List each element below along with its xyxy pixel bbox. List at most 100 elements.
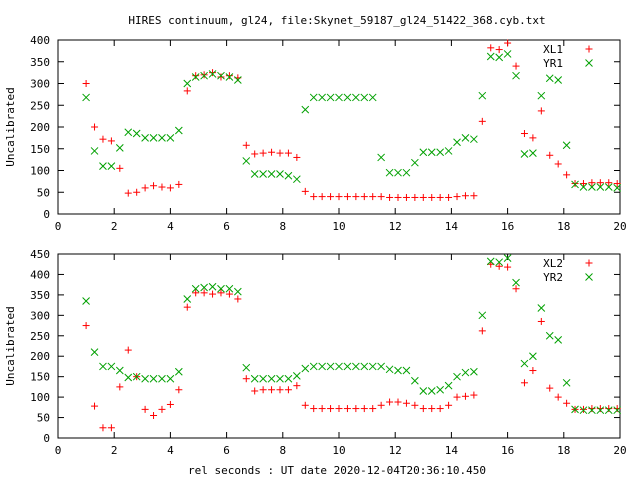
data-point-YR2-d2 — [385, 365, 394, 374]
data-point-YR2-d2 — [276, 374, 284, 383]
data-point-YR2 — [259, 374, 267, 383]
data-point-YR2-d2 — [292, 371, 301, 380]
data-point-XL2 — [284, 386, 292, 394]
data-point-XL2 — [343, 405, 351, 413]
data-point-YR1-d2 — [343, 93, 352, 102]
data-point-YR1 — [444, 147, 453, 155]
data-point-XL1 — [554, 160, 562, 168]
data-point-YR2 — [149, 374, 158, 383]
data-point-YR2-d2 — [233, 287, 242, 296]
data-point-XL2 — [563, 399, 571, 407]
data-point-YR1 — [318, 93, 326, 102]
data-point-XL2 — [82, 322, 90, 330]
data-point-YR1-d2 — [217, 71, 225, 80]
data-point-XL1 — [318, 193, 326, 201]
data-point-XL1 — [588, 179, 596, 187]
data-point-XL1 — [133, 188, 141, 196]
data-point-XL1 — [284, 149, 292, 157]
data-point-YR1 — [124, 128, 133, 137]
x-tick-label: 8 — [279, 444, 286, 457]
data-point-YR2 — [588, 406, 596, 415]
data-point-YR1 — [545, 74, 554, 83]
data-point-YR1 — [537, 91, 546, 100]
data-point-YR1 — [326, 93, 335, 102]
data-point-YR1-d2 — [512, 71, 520, 80]
data-point-YR1-d2 — [115, 144, 124, 152]
y-tick-label: 200 — [30, 121, 50, 134]
x-tick-label: 14 — [445, 220, 459, 233]
data-point-YR1-d2 — [208, 70, 217, 78]
data-point-YR1 — [588, 183, 596, 191]
data-point-XL1 — [571, 180, 579, 188]
data-point-YR2-d2 — [512, 278, 520, 287]
data-point-YR2 — [107, 362, 116, 371]
data-point-YR1-d2 — [132, 129, 141, 138]
data-point-YR1-d2 — [90, 147, 99, 155]
data-point-YR1 — [183, 79, 192, 88]
data-point-XL2 — [478, 327, 486, 335]
data-point-YR2 — [503, 254, 512, 262]
data-point-XL1 — [613, 180, 621, 188]
data-point-YR1 — [478, 91, 487, 100]
data-point-YR1 — [132, 129, 141, 138]
data-point-YR2-d2 — [579, 406, 588, 415]
x-tick-label: 8 — [279, 220, 286, 233]
data-point-YR1-d2 — [419, 148, 428, 157]
series-XL2 — [82, 260, 621, 432]
data-point-YR2 — [242, 363, 251, 372]
data-point-YR1-d2 — [596, 183, 605, 191]
y-tick-label: 450 — [30, 248, 50, 261]
data-point-YR2 — [284, 374, 293, 383]
data-point-YR2 — [537, 304, 546, 312]
data-point-YR1-d2 — [470, 135, 478, 144]
data-point-YR2-d2 — [132, 372, 141, 381]
data-point-YR2-d2 — [495, 258, 504, 267]
data-point-YR2 — [613, 406, 622, 415]
data-point-XL2 — [175, 386, 183, 394]
data-point-YR2-d2 — [529, 352, 537, 361]
data-point-YR1 — [352, 93, 360, 102]
data-point-XL2 — [217, 289, 225, 297]
data-point-XL2 — [377, 401, 385, 409]
data-point-YR2-d2 — [318, 362, 326, 371]
data-point-YR2-d2 — [217, 284, 225, 293]
data-point-YR2-d2 — [158, 374, 166, 383]
data-point-YR2 — [604, 406, 613, 415]
data-point-YR2-d2 — [377, 362, 386, 371]
data-point-YR2 — [191, 284, 200, 293]
data-point-XL2 — [251, 387, 259, 395]
y-axis-label: Uncalibrated — [4, 87, 17, 166]
data-point-XL2 — [579, 405, 587, 413]
data-point-YR2 — [335, 362, 343, 371]
data-point-XL2 — [554, 393, 562, 401]
data-point-YR2-d2 — [82, 297, 90, 305]
data-point-XL1 — [470, 192, 478, 200]
data-point-XL1 — [183, 87, 191, 95]
data-point-XL2 — [419, 405, 427, 413]
data-point-XL1 — [478, 117, 486, 125]
data-point-YR2 — [343, 362, 352, 371]
y-tick-label: 250 — [30, 99, 50, 112]
data-point-YR2-d2 — [436, 385, 445, 394]
data-point-YR2-d2 — [520, 359, 529, 368]
data-point-YR2-d2 — [402, 366, 411, 375]
data-point-YR2-d2 — [554, 336, 563, 344]
data-point-XL1 — [217, 73, 225, 81]
data-point-XL2 — [453, 393, 461, 401]
data-point-YR1-d2 — [478, 91, 487, 100]
data-point-YR2 — [427, 387, 436, 395]
y-tick-label: 150 — [30, 143, 50, 156]
y-tick-label: 250 — [30, 330, 50, 343]
data-point-YR2 — [301, 364, 310, 373]
data-point-XL1 — [310, 193, 318, 201]
data-point-YR1 — [554, 76, 563, 84]
data-point-XL1 — [394, 193, 402, 201]
data-point-YR2-d2 — [141, 374, 149, 383]
y-tick-label: 0 — [43, 208, 50, 221]
data-point-XL2 — [192, 289, 200, 297]
data-point-XL1 — [529, 134, 537, 142]
data-point-YR1 — [115, 144, 124, 152]
x-tick-label: 2 — [111, 220, 118, 233]
data-point-YR1-d2 — [562, 141, 571, 150]
data-point-YR2 — [444, 381, 453, 390]
